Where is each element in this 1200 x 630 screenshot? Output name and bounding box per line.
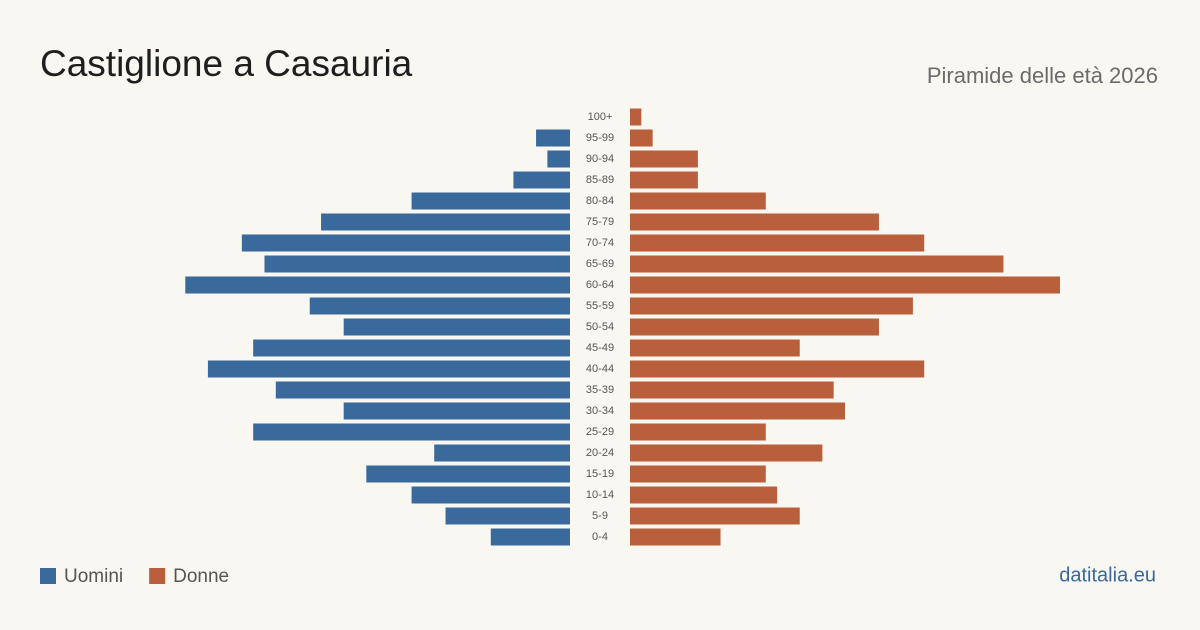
age-label: 60-64 [586, 279, 614, 291]
bar [630, 507, 800, 525]
bar [630, 234, 925, 252]
legend-label: Uomini [64, 566, 123, 587]
bar [490, 528, 570, 546]
bar [207, 360, 571, 378]
bar [630, 423, 766, 441]
age-label: 80-84 [586, 195, 614, 207]
legend-label: Donne [173, 566, 229, 587]
bar [411, 192, 570, 210]
bar [513, 171, 570, 189]
age-label: 65-69 [586, 258, 614, 270]
bar [630, 528, 721, 546]
legend-swatch [40, 568, 56, 584]
bar [309, 297, 570, 315]
chart-subtitle: Piramide delle età 2026 [927, 63, 1158, 88]
age-label: 5-9 [592, 510, 608, 522]
chart-title: Castiglione a Casauria [40, 43, 413, 84]
age-label: 15-19 [586, 468, 614, 480]
bar [630, 150, 698, 168]
age-label: 45-49 [586, 342, 614, 354]
age-label: 0-4 [592, 531, 608, 543]
bar [630, 192, 766, 210]
bar [630, 339, 800, 357]
bar [630, 486, 778, 504]
source: datitalia.eu [1059, 564, 1156, 586]
age-label: 70-74 [586, 237, 614, 249]
bar [630, 108, 642, 126]
bar [630, 360, 925, 378]
bar [536, 129, 570, 147]
age-label: 100+ [588, 111, 613, 123]
bar [253, 423, 570, 441]
bar [630, 297, 913, 315]
legend-swatch [149, 568, 166, 584]
bar [185, 276, 570, 294]
bar [630, 171, 698, 189]
age-label: 90-94 [586, 153, 614, 165]
age-label: 40-44 [586, 363, 614, 375]
age-label: 35-39 [586, 384, 614, 396]
bar [630, 444, 823, 462]
age-label: 30-34 [586, 405, 614, 417]
bar [411, 486, 570, 504]
bar [241, 234, 570, 252]
age-label: 20-24 [586, 447, 614, 459]
age-label: 55-59 [586, 300, 614, 312]
bar [630, 213, 879, 231]
bar [630, 276, 1060, 294]
age-label: 85-89 [586, 174, 614, 186]
bar [630, 381, 834, 399]
bar [264, 255, 570, 273]
bar [630, 465, 766, 483]
bar [630, 255, 1004, 273]
bar [275, 381, 570, 399]
bar [321, 213, 570, 231]
bar [445, 507, 570, 525]
age-label: 10-14 [586, 489, 614, 501]
bar [253, 339, 570, 357]
bar [630, 318, 879, 336]
bar [366, 465, 570, 483]
bar [434, 444, 570, 462]
bar [630, 129, 653, 147]
age-label: 25-29 [586, 426, 614, 438]
age-label: 50-54 [586, 321, 614, 333]
age-label: 95-99 [586, 132, 614, 144]
age-label: 75-79 [586, 216, 614, 228]
bar [343, 318, 570, 336]
bar [547, 150, 570, 168]
bar [343, 402, 570, 420]
bar [630, 402, 845, 420]
